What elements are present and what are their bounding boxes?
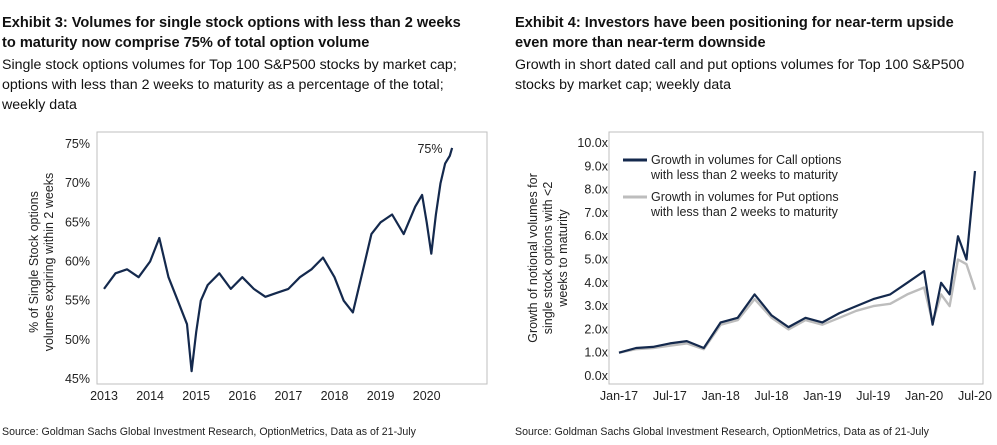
x-tick-label: Jan-19 — [803, 389, 841, 403]
y-axis-label-line-2: volumes expiring within 2 weeks — [42, 173, 56, 352]
x-tick-label: 2020 — [413, 389, 441, 403]
x-tick-label: Jul-17 — [653, 389, 687, 403]
y-axis-label-line-1: Growth of notional volumes for — [526, 173, 540, 343]
x-tick-label: 2019 — [367, 389, 395, 403]
x-tick-label: Jul-20 — [958, 389, 992, 403]
exhibit-3-subtitle: Single stock options volumes for Top 100… — [2, 57, 457, 113]
y-tick-label: 45% — [65, 372, 90, 386]
y-tick-label: 75% — [65, 137, 90, 151]
y-tick-label: 50% — [65, 333, 90, 347]
y-tick-label: 9.0x — [584, 159, 608, 173]
y-tick-label: 5.0x — [584, 253, 608, 267]
x-tick-label: Jan-17 — [600, 389, 638, 403]
x-tick-label: Jan-18 — [702, 389, 740, 403]
y-tick-label: 4.0x — [584, 276, 608, 290]
y-axis-label-line-2: single stock options with <2 — [541, 182, 555, 335]
y-axis-label: % of Single Stock optionsvolumes expirin… — [27, 173, 56, 352]
put-series-line — [618, 258, 977, 354]
x-tick-label: 2018 — [321, 389, 349, 403]
exhibit-3-panel: Exhibit 3: Volumes for single stock opti… — [0, 0, 490, 445]
x-tick-label: Jan-20 — [905, 389, 943, 403]
exhibit-3-source: Source: Goldman Sachs Global Investment … — [2, 426, 416, 438]
x-tick-label: 2017 — [274, 389, 302, 403]
exhibit-4-title: Exhibit 4: Investors have been positioni… — [515, 15, 954, 51]
call-series-line — [618, 170, 977, 354]
x-tick-label: 2013 — [90, 389, 118, 403]
x-tick-label: Jul-18 — [755, 389, 789, 403]
y-tick-label: 10.0x — [577, 136, 608, 150]
exhibit-4-source: Source: Goldman Sachs Global Investment … — [515, 426, 929, 438]
exhibit-4-panel: Exhibit 4: Investors have been positioni… — [513, 0, 997, 445]
y-axis-label-line-1: % of Single Stock options — [27, 191, 41, 333]
exhibit-3-chart: 45% 50% 55% 60% 65% 70% 75% 2013 2014 2015 2016 201… — [27, 131, 488, 403]
x-tick-label: Jul-19 — [856, 389, 890, 403]
y-tick-label: 65% — [65, 215, 90, 229]
y-tick-label: 7.0x — [584, 206, 608, 220]
y-tick-label: 2.0x — [584, 322, 608, 336]
y-axis-label-line-3: weeks to maturity — [556, 209, 570, 308]
plot-frame — [96, 131, 488, 385]
plot-frame — [608, 131, 984, 385]
legend-put-label-line-1: Growth in volumes for Put options — [651, 190, 839, 204]
y-tick-label: 0.0x — [584, 369, 608, 383]
exhibit-4-subtitle: Growth in short dated call and put optio… — [515, 57, 965, 93]
legend-put-label-line-2: with less than 2 weeks to maturity — [650, 205, 839, 219]
y-tick-label: 3.0x — [584, 299, 608, 313]
y-tick-label: 1.0x — [584, 346, 608, 360]
legend-call-label-line-2: with less than 2 weeks to maturity — [650, 168, 839, 182]
y-tick-label: 60% — [65, 255, 90, 269]
exhibit-3-title: Exhibit 3: Volumes for single stock opti… — [2, 15, 461, 51]
y-tick-label: 55% — [65, 294, 90, 308]
exhibit-3-series-line — [103, 147, 454, 373]
exhibit-4-chart: 0.0x 1.0x 2.0x 3.0x 4.0x 5.0x 6.0x 7.0x 8.0x 9.0x… — [526, 131, 992, 403]
x-tick-label: 2015 — [182, 389, 210, 403]
x-tick-label: 2014 — [136, 389, 164, 403]
y-tick-label: 6.0x — [584, 229, 608, 243]
y-tick-label: 8.0x — [584, 183, 608, 197]
y-tick-label: 70% — [65, 176, 90, 190]
y-axis-label: Growth of notional volumes forsingle sto… — [526, 173, 570, 343]
annotation-75: 75% — [417, 142, 442, 156]
x-tick-label: 2016 — [228, 389, 256, 403]
legend-call-label-line-1: Growth in volumes for Call options — [651, 153, 841, 167]
